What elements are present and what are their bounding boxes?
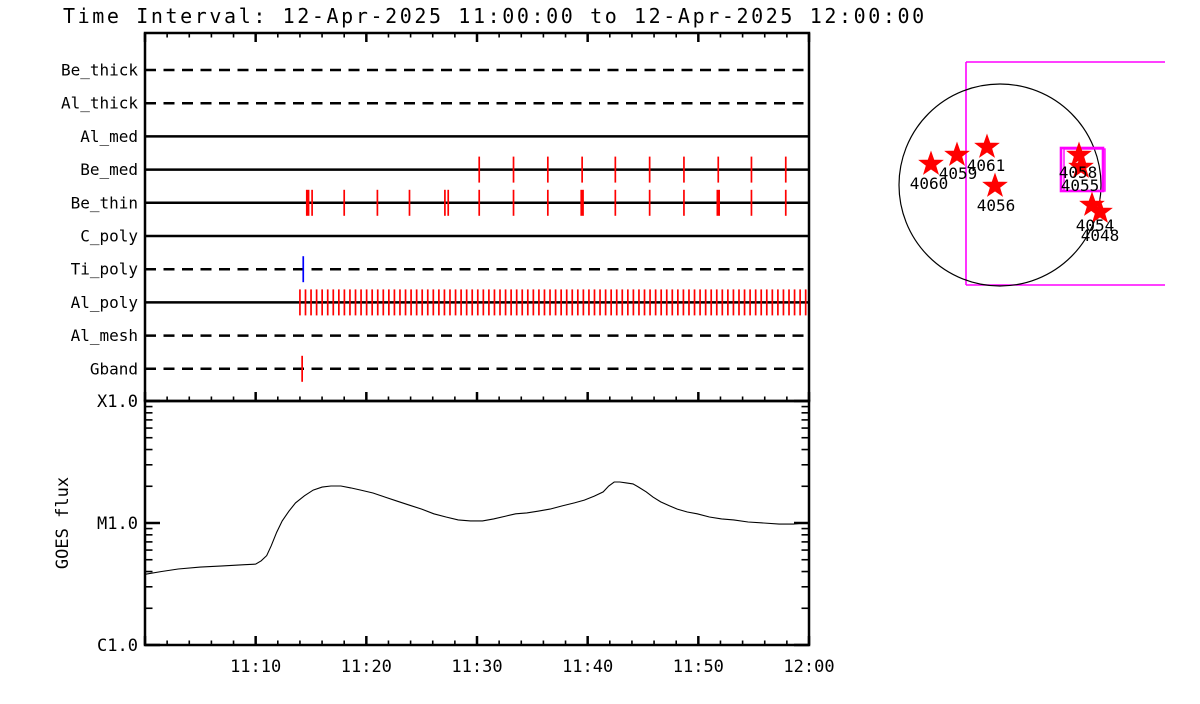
goes-xtick-label: 11:10 xyxy=(230,657,281,677)
active-region-star-4061 xyxy=(974,133,1000,158)
filter-label-Be_thick: Be_thick xyxy=(61,61,138,80)
goes-xtick-label: 12:00 xyxy=(783,657,834,677)
filter-row-Be_thick: Be_thick xyxy=(61,61,809,80)
filter-row-Gband: Gband xyxy=(90,355,809,382)
filter-label-Be_med: Be_med xyxy=(80,160,138,179)
filter-row-Be_thin: Be_thin xyxy=(71,189,809,216)
goes-ytick-label: X1.0 xyxy=(97,392,138,412)
goes-flux-panel: X1.0 M1.0 C1.0 11:10 11:20 11:30 11:40 11:50 12:… xyxy=(53,392,835,677)
active-region-label-4056: 4056 xyxy=(977,196,1016,215)
filter-label-Al_poly: Al_poly xyxy=(71,293,139,312)
goes-xtick-label: 11:40 xyxy=(562,657,613,677)
goes-y-axis-title: GOES flux xyxy=(53,477,73,569)
plot-title: Time Interval: 12-Apr-2025 11:00:00 to 1… xyxy=(63,4,927,28)
active-region-star-4060 xyxy=(918,150,944,175)
goes-ytick-label: M1.0 xyxy=(97,514,138,534)
active-region-star-4059 xyxy=(944,141,970,166)
filter-label-Al_med: Al_med xyxy=(80,127,138,146)
filter-label-Al_thick: Al_thick xyxy=(61,94,138,113)
filter-row-Al_mesh: Al_mesh xyxy=(71,326,809,345)
solar-limb-circle xyxy=(898,83,1102,287)
active-region-star-4055 xyxy=(1068,153,1094,178)
active-region-label-4054: 4054 xyxy=(1076,216,1115,235)
active-region-star-4056 xyxy=(982,172,1008,197)
filter-timeline-panel: Be_thick Al_thick Al_med Be_med Be_thin C_pol… xyxy=(61,31,811,403)
active-region-label-4060: 4060 xyxy=(910,174,949,193)
filter-row-Ti_poly: Ti_poly xyxy=(71,256,809,283)
filter-row-Be_med: Be_med xyxy=(80,156,809,183)
active-region-label-4048: 4048 xyxy=(1081,226,1120,245)
target-region-box-echo xyxy=(1063,148,1106,192)
filter-row-Al_poly: Al_poly xyxy=(71,289,809,316)
active-region-label-4055: 4055 xyxy=(1061,176,1100,195)
goes-xtick-label: 11:50 xyxy=(673,657,724,677)
filter-label-C_poly: C_poly xyxy=(80,227,138,246)
filter-row-Al_med: Al_med xyxy=(80,127,809,146)
timeline-panel-box xyxy=(143,31,811,403)
filter-label-Al_mesh: Al_mesh xyxy=(71,326,138,345)
goes-xtick-label: 11:20 xyxy=(341,657,392,677)
goes-panel-box xyxy=(143,399,811,647)
goes-xtick-label: 11:30 xyxy=(451,657,502,677)
filter-row-C_poly: C_poly xyxy=(80,227,809,246)
active-region-label-4061: 4061 xyxy=(967,156,1006,175)
active-region-star-4048 xyxy=(1087,198,1113,223)
filter-label-Be_thin: Be_thin xyxy=(71,193,138,212)
filter-row-Al_thick: Al_thick xyxy=(61,94,809,113)
goes-ytick-label: C1.0 xyxy=(97,636,138,656)
active-region-label-4058: 4058 xyxy=(1059,163,1098,182)
active-region-label-4059: 4059 xyxy=(939,164,978,183)
filter-label-Gband: Gband xyxy=(90,359,138,378)
goes-flux-curve xyxy=(144,481,810,575)
filter-label-Ti_poly: Ti_poly xyxy=(71,260,139,279)
